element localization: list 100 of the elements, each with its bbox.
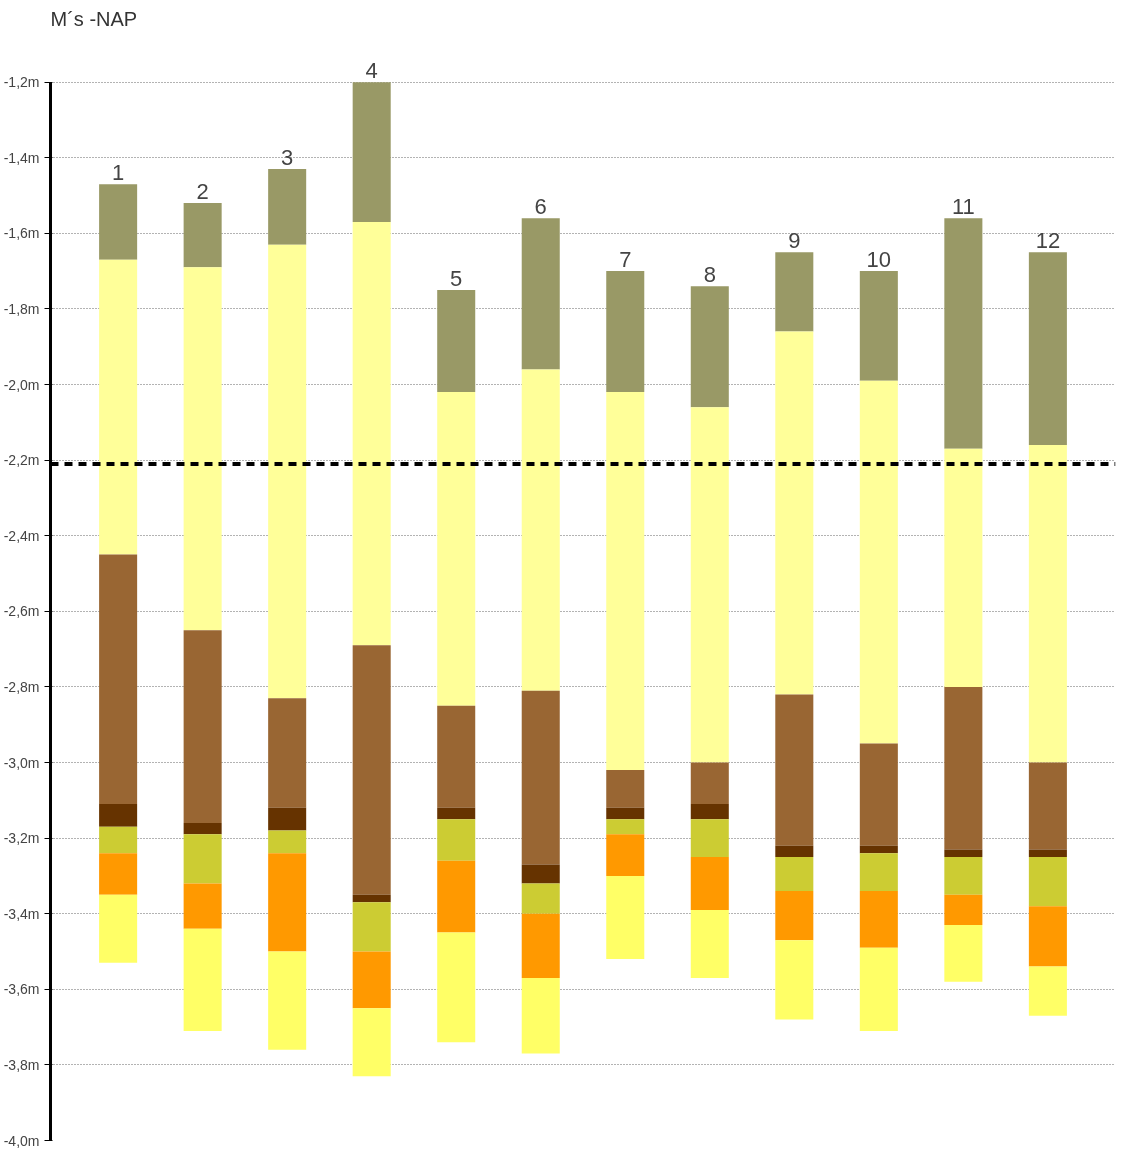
x-tick-label: 8	[703, 262, 716, 288]
bar	[183, 822, 222, 835]
bar	[1028, 906, 1067, 967]
bar	[352, 645, 391, 895]
x-tick-label: 9	[788, 228, 801, 254]
x-tick-label: 3	[281, 145, 294, 171]
bar	[606, 819, 645, 835]
bar	[521, 883, 560, 914]
bar	[521, 218, 560, 370]
bar	[859, 743, 898, 846]
y-tick-label: -2,4m	[3, 527, 40, 544]
bar	[352, 82, 391, 222]
bar	[268, 698, 307, 808]
bar	[268, 169, 307, 245]
bar	[268, 830, 307, 854]
bar	[690, 762, 729, 805]
x-tick-label: 4	[365, 58, 378, 84]
bar	[183, 630, 222, 823]
bar	[859, 853, 898, 892]
bar	[521, 864, 560, 884]
bar	[437, 392, 476, 706]
bar	[775, 857, 814, 892]
bar	[775, 694, 814, 846]
bar	[99, 259, 138, 555]
bar	[99, 894, 138, 963]
bar	[1028, 252, 1067, 445]
x-tick-label: 12	[1035, 228, 1061, 254]
bar	[606, 770, 645, 808]
bar	[183, 203, 222, 268]
bar	[690, 804, 729, 820]
x-tick-label: 5	[450, 266, 463, 292]
y-tick-label: -2,0m	[3, 376, 40, 393]
bar	[859, 947, 898, 1031]
bar	[268, 244, 307, 699]
bar	[268, 807, 307, 831]
bar	[944, 686, 983, 850]
x-tick-label: 11	[951, 194, 975, 220]
bar	[690, 857, 729, 910]
y-tick-label: -2,2m	[3, 452, 40, 469]
bar	[268, 951, 307, 1050]
bar	[99, 554, 138, 805]
bar	[352, 951, 391, 1009]
bar	[183, 883, 222, 929]
y-tick-label: -2,6m	[3, 603, 40, 620]
bar	[352, 1008, 391, 1077]
x-tick-label: 2	[196, 179, 209, 205]
bar	[606, 807, 645, 820]
y-tick-label: -2,8m	[3, 678, 40, 695]
bar	[521, 690, 560, 865]
bar	[690, 819, 729, 858]
bar	[437, 290, 476, 393]
bar	[437, 819, 476, 861]
y-tick-label: -3,2m	[3, 830, 40, 847]
bar	[606, 875, 645, 960]
bar	[352, 894, 391, 903]
bar	[1028, 445, 1067, 763]
bar	[606, 834, 645, 876]
bar	[859, 891, 898, 948]
bar	[437, 860, 476, 933]
y-tick-label: -3,0m	[3, 754, 40, 771]
bar	[437, 705, 476, 808]
x-tick-label: 10	[866, 247, 892, 273]
bar	[944, 894, 983, 926]
x-tick-label: 1	[112, 160, 125, 186]
bar	[690, 407, 729, 763]
bar	[606, 271, 645, 393]
bar	[944, 448, 983, 687]
bar	[437, 932, 476, 1043]
bar	[1028, 857, 1067, 907]
bar	[775, 331, 814, 695]
bar	[521, 977, 560, 1054]
y-tick-label: -1,4m	[3, 149, 40, 166]
bar	[99, 804, 138, 827]
bar	[775, 891, 814, 941]
bar	[859, 845, 898, 854]
x-tick-label: 7	[619, 247, 632, 273]
bar	[521, 369, 560, 691]
bar	[99, 826, 138, 854]
bar	[944, 849, 983, 858]
bar	[775, 940, 814, 1020]
bar	[690, 286, 729, 408]
bar	[268, 853, 307, 952]
bar	[1028, 762, 1067, 850]
y-tick-label: -1,6m	[3, 225, 40, 242]
bar	[99, 184, 138, 260]
bar	[1028, 849, 1067, 858]
bar	[437, 807, 476, 820]
bar	[352, 221, 391, 646]
bar	[775, 845, 814, 858]
bar	[690, 909, 729, 978]
bar	[1028, 966, 1067, 1016]
bar	[944, 857, 983, 895]
y-tick-label: -3,6m	[3, 981, 40, 998]
bar	[859, 380, 898, 744]
bar	[521, 913, 560, 978]
y-tick-label: -1,8m	[3, 300, 40, 317]
y-tick-label: -3,4m	[3, 905, 40, 922]
bar	[859, 271, 898, 381]
bar	[183, 267, 222, 631]
bar	[183, 834, 222, 884]
